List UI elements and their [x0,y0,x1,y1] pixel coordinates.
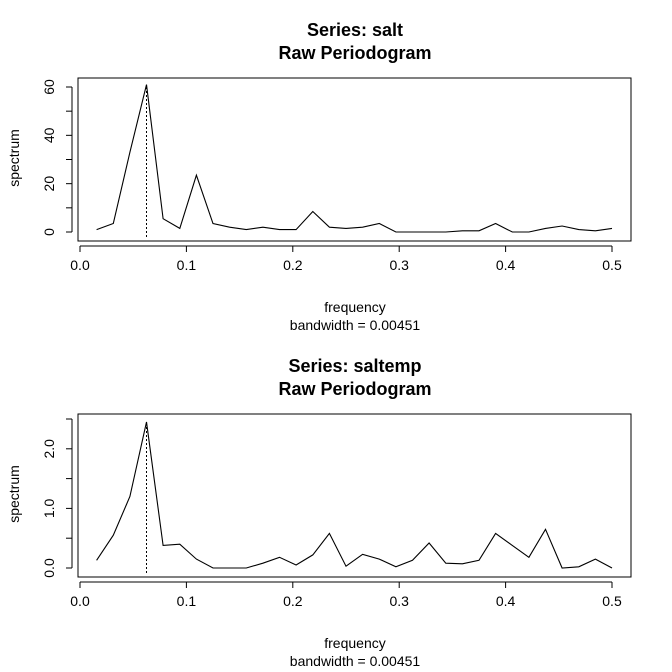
x-axis: 0.0 0.1 0.2 0.3 0.4 0.5 [70,581,622,609]
series-marks [96,84,613,237]
x-axis-label: frequency [324,635,385,651]
bandwidth-label: bandwidth = 0.00451 [290,317,421,333]
x-axis-label: frequency [324,299,385,315]
y-axis: 0 20 40 60 [41,79,73,236]
x-tick-label: 0.4 [496,593,516,609]
y-tick-label: 0.0 [41,558,57,578]
y-tick-label: 2.0 [41,439,57,459]
bandwidth-label: bandwidth = 0.00451 [290,653,421,669]
y-axis-label: spectrum [6,465,22,523]
x-tick-label: 0.1 [177,257,197,273]
chart-saltemp: Series: saltemp Raw Periodogram 0.0 1.0 2.… [6,356,632,669]
chart-subtitle: Raw Periodogram [278,379,431,399]
series-marks [96,421,613,573]
y-tick-label: 40 [41,127,57,143]
x-tick-label: 0.2 [283,257,303,273]
chart-salt: Series: salt Raw Periodogram 0 20 40 60 0.0… [6,20,632,333]
chart-subtitle: Raw Periodogram [278,43,431,63]
x-tick-label: 0.5 [602,593,622,609]
y-axis-label: spectrum [6,129,22,187]
x-axis: 0.0 0.1 0.2 0.3 0.4 0.5 [70,245,622,273]
x-tick-label: 0.5 [602,257,622,273]
y-axis: 0.0 1.0 2.0 [41,418,73,578]
y-tick-label: 1.0 [41,498,57,518]
chart-title: Series: saltemp [288,356,421,376]
x-tick-label: 0.2 [283,593,303,609]
x-tick-label: 0.3 [389,257,409,273]
plot-frame [77,413,632,578]
x-tick-label: 0.0 [70,593,90,609]
x-tick-label: 0.0 [70,257,90,273]
y-tick-label: 20 [41,176,57,192]
x-tick-label: 0.4 [496,257,516,273]
chart-title: Series: salt [307,20,403,40]
series-line [96,421,613,569]
y-tick-label: 0 [41,228,57,236]
series-line [96,84,613,233]
y-tick-label: 60 [41,79,57,95]
plot-frame [77,77,632,242]
x-tick-label: 0.1 [177,593,197,609]
x-tick-label: 0.3 [389,593,409,609]
